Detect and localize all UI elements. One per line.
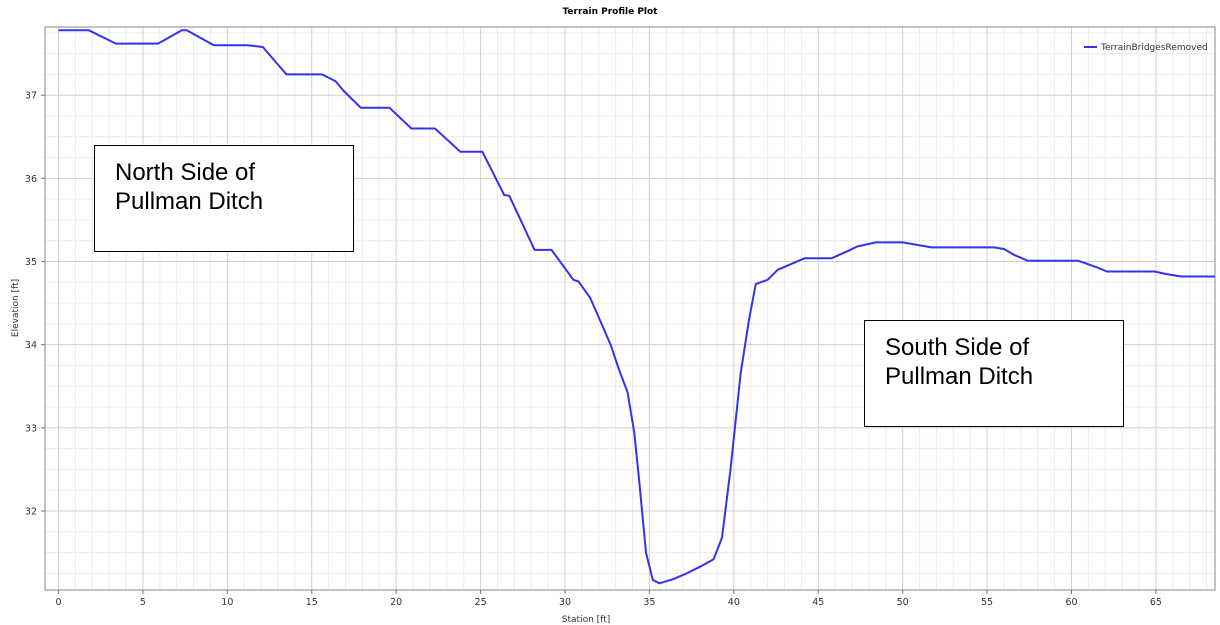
plot-area-border bbox=[44, 26, 1216, 591]
x-axis-label: Station [ft] bbox=[562, 615, 610, 625]
legend: TerrainBridgesRemoved bbox=[1084, 43, 1208, 53]
x-tick-label: 15 bbox=[306, 597, 318, 608]
south-side-annotation: South Side of Pullman Ditch bbox=[864, 320, 1124, 427]
y-tick-label: 32 bbox=[25, 506, 37, 517]
x-tick-label: 35 bbox=[643, 597, 655, 608]
x-tick-label: 65 bbox=[1150, 597, 1162, 608]
south-annotation-line-2: Pullman Ditch bbox=[885, 363, 1034, 390]
north-side-annotation: North Side of Pullman Ditch bbox=[94, 145, 354, 252]
chart-title: Terrain Profile Plot bbox=[562, 7, 658, 17]
y-tick-label: 36 bbox=[25, 174, 37, 185]
north-annotation-line-1: North Side of bbox=[115, 159, 256, 186]
axes bbox=[44, 26, 1216, 591]
north-annotation-line-2: Pullman Ditch bbox=[115, 188, 264, 215]
x-tick-label: 60 bbox=[1065, 597, 1077, 608]
y-tick-label: 35 bbox=[25, 257, 37, 268]
x-tick-label: 45 bbox=[812, 597, 824, 608]
x-tick-label: 25 bbox=[475, 597, 487, 608]
y-axis-ticks: 32 33 34 35 36 37 bbox=[25, 91, 45, 517]
y-tick-label: 33 bbox=[25, 423, 37, 434]
x-axis-ticks: 0 5 10 15 20 25 30 35 40 45 50 55 60 65 bbox=[55, 590, 1162, 608]
x-tick-label: 0 bbox=[55, 597, 61, 608]
series-layer bbox=[58, 29, 1215, 585]
x-tick-label: 5 bbox=[140, 597, 146, 608]
x-tick-label: 55 bbox=[981, 597, 993, 608]
x-tick-label: 50 bbox=[897, 597, 909, 608]
x-tick-label: 40 bbox=[728, 597, 740, 608]
series-line-terrain bbox=[58, 29, 1215, 585]
x-tick-label: 20 bbox=[390, 597, 402, 608]
y-tick-label: 34 bbox=[25, 340, 37, 351]
y-axis-label: Elevation [ft] bbox=[11, 279, 21, 337]
x-tick-label: 10 bbox=[221, 597, 233, 608]
south-annotation-line-1: South Side of bbox=[885, 334, 1030, 361]
legend-label: TerrainBridgesRemoved bbox=[1100, 43, 1208, 53]
x-tick-label: 30 bbox=[559, 597, 571, 608]
y-tick-label: 37 bbox=[25, 91, 37, 102]
major-gridlines bbox=[45, 27, 1215, 590]
